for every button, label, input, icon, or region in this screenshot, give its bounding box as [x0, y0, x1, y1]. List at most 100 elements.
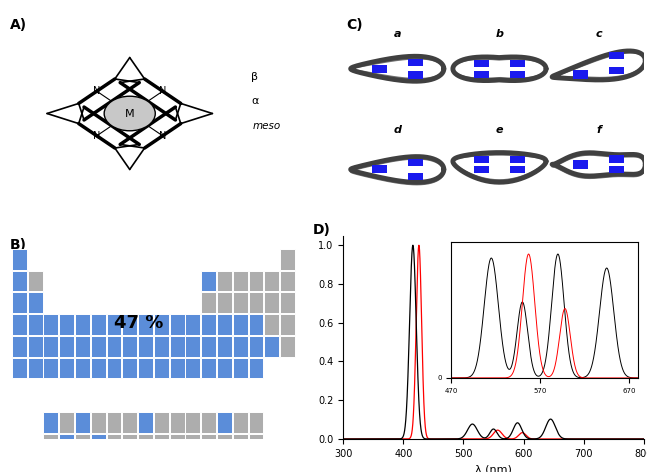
FancyBboxPatch shape: [28, 358, 43, 379]
FancyBboxPatch shape: [248, 412, 263, 433]
FancyBboxPatch shape: [138, 314, 153, 335]
Polygon shape: [453, 152, 546, 182]
FancyBboxPatch shape: [201, 358, 216, 379]
FancyBboxPatch shape: [280, 270, 295, 291]
FancyBboxPatch shape: [28, 336, 43, 356]
FancyBboxPatch shape: [248, 270, 263, 291]
FancyBboxPatch shape: [91, 314, 105, 335]
Text: A): A): [10, 18, 27, 32]
FancyBboxPatch shape: [233, 292, 248, 313]
Circle shape: [104, 96, 155, 131]
FancyBboxPatch shape: [107, 412, 122, 433]
FancyBboxPatch shape: [280, 292, 295, 313]
FancyBboxPatch shape: [122, 434, 137, 455]
FancyBboxPatch shape: [265, 270, 280, 291]
Text: e: e: [496, 125, 503, 135]
FancyBboxPatch shape: [107, 336, 122, 356]
FancyBboxPatch shape: [201, 292, 216, 313]
FancyBboxPatch shape: [43, 434, 58, 455]
FancyBboxPatch shape: [12, 270, 27, 291]
FancyBboxPatch shape: [154, 412, 169, 433]
FancyBboxPatch shape: [186, 434, 201, 455]
FancyBboxPatch shape: [28, 314, 43, 335]
FancyBboxPatch shape: [265, 292, 280, 313]
FancyBboxPatch shape: [217, 434, 232, 455]
Text: M: M: [125, 109, 135, 118]
X-axis label: λ (nm): λ (nm): [475, 464, 512, 472]
Bar: [510, 70, 525, 78]
FancyBboxPatch shape: [91, 336, 105, 356]
Text: b: b: [496, 29, 503, 39]
FancyBboxPatch shape: [60, 412, 74, 433]
Bar: [474, 70, 489, 78]
FancyBboxPatch shape: [43, 412, 58, 433]
FancyBboxPatch shape: [60, 358, 74, 379]
Polygon shape: [351, 56, 444, 81]
FancyBboxPatch shape: [43, 358, 58, 379]
Bar: [408, 172, 423, 180]
FancyBboxPatch shape: [28, 292, 43, 313]
FancyBboxPatch shape: [217, 358, 232, 379]
Bar: [573, 160, 588, 167]
Text: B): B): [10, 237, 27, 252]
FancyBboxPatch shape: [75, 314, 90, 335]
FancyBboxPatch shape: [280, 336, 295, 356]
FancyBboxPatch shape: [170, 412, 184, 433]
FancyBboxPatch shape: [186, 336, 201, 356]
Bar: [510, 59, 525, 67]
Bar: [609, 52, 624, 59]
Text: 47 %: 47 %: [114, 314, 164, 332]
FancyBboxPatch shape: [233, 358, 248, 379]
FancyBboxPatch shape: [280, 249, 295, 270]
FancyBboxPatch shape: [12, 249, 27, 270]
FancyBboxPatch shape: [91, 358, 105, 379]
FancyBboxPatch shape: [154, 434, 169, 455]
Bar: [474, 156, 489, 163]
FancyBboxPatch shape: [233, 270, 248, 291]
Bar: [408, 59, 423, 66]
Polygon shape: [351, 157, 444, 182]
Bar: [474, 166, 489, 173]
Text: N: N: [93, 86, 100, 96]
Bar: [573, 72, 588, 79]
Text: c: c: [595, 29, 602, 39]
Text: N: N: [159, 86, 166, 96]
FancyBboxPatch shape: [233, 314, 248, 335]
FancyBboxPatch shape: [12, 292, 27, 313]
Bar: [609, 67, 624, 74]
Text: D): D): [313, 223, 331, 237]
FancyBboxPatch shape: [107, 314, 122, 335]
FancyBboxPatch shape: [122, 358, 137, 379]
FancyBboxPatch shape: [217, 336, 232, 356]
FancyBboxPatch shape: [107, 358, 122, 379]
FancyBboxPatch shape: [170, 314, 184, 335]
FancyBboxPatch shape: [265, 336, 280, 356]
FancyBboxPatch shape: [233, 336, 248, 356]
FancyBboxPatch shape: [107, 434, 122, 455]
FancyBboxPatch shape: [60, 336, 74, 356]
Text: meso: meso: [253, 121, 281, 131]
FancyBboxPatch shape: [60, 314, 74, 335]
Text: α: α: [252, 96, 259, 106]
FancyBboxPatch shape: [217, 270, 232, 291]
FancyBboxPatch shape: [138, 434, 153, 455]
FancyBboxPatch shape: [12, 314, 27, 335]
FancyBboxPatch shape: [280, 314, 295, 335]
Bar: [573, 162, 588, 169]
FancyBboxPatch shape: [138, 412, 153, 433]
FancyBboxPatch shape: [217, 292, 232, 313]
FancyBboxPatch shape: [201, 336, 216, 356]
FancyBboxPatch shape: [12, 358, 27, 379]
FancyBboxPatch shape: [122, 314, 137, 335]
Bar: [408, 159, 423, 166]
Bar: [510, 166, 525, 173]
FancyBboxPatch shape: [201, 412, 216, 433]
FancyBboxPatch shape: [233, 434, 248, 455]
FancyBboxPatch shape: [91, 434, 105, 455]
Text: N: N: [93, 131, 100, 141]
FancyBboxPatch shape: [186, 314, 201, 335]
FancyBboxPatch shape: [248, 292, 263, 313]
FancyBboxPatch shape: [122, 336, 137, 356]
Polygon shape: [552, 51, 645, 80]
FancyBboxPatch shape: [265, 314, 280, 335]
